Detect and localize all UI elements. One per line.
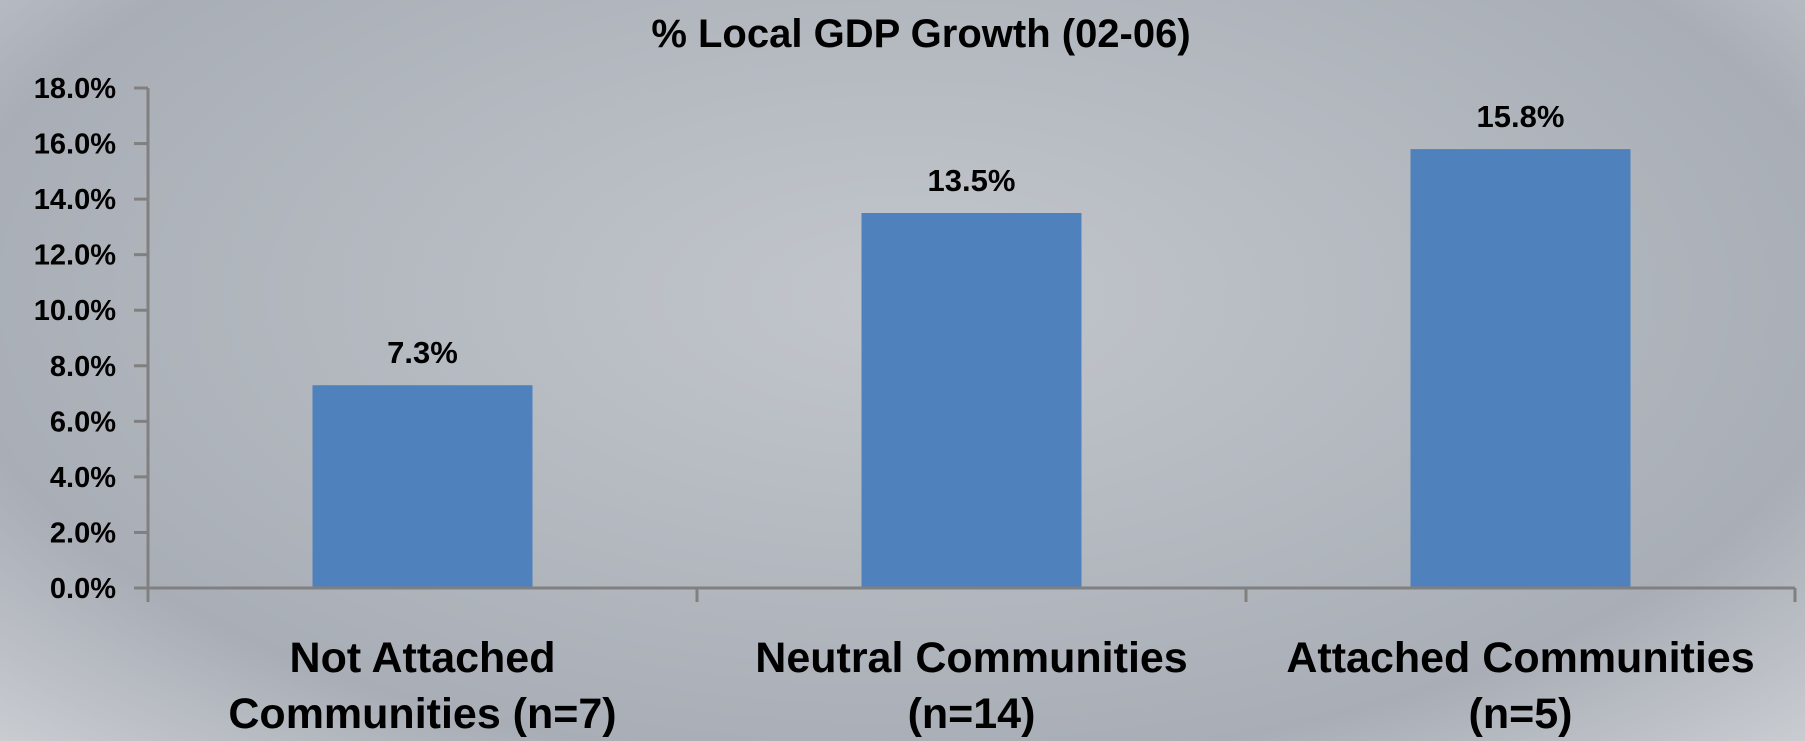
x-category-label-2: Neutral Communities (n=14) [755,634,1187,738]
data-label-3: 15.8% [1477,99,1565,134]
axes-layer: 0.0% 2.0% 4.0% 6.0% 8.0% 10.0% 12.0% 14.0% 16.0%… [34,73,1797,738]
data-label-2: 13.5% [928,163,1016,198]
bar-3 [1410,149,1631,588]
y-tick-label: 0.0% [50,573,116,605]
bars-layer [312,149,1631,588]
bar-1 [312,385,533,588]
y-tick-label: 12.0% [34,240,116,272]
y-tick-label: 18.0% [34,73,116,105]
data-label-1: 7.3% [387,335,458,370]
chart-title: % Local GDP Growth (02-06) [651,12,1190,56]
y-tick-label: 4.0% [50,462,116,494]
bar-2 [861,213,1082,588]
x-category-label-3: Attached Communities (n=5) [1286,634,1754,738]
y-tick-label: 6.0% [50,406,116,438]
y-tick-label: 8.0% [50,351,116,383]
data-labels-layer: 7.3% 13.5% 15.8% [387,99,1564,370]
y-tick-label: 2.0% [50,517,116,549]
y-tick-label: 10.0% [34,295,116,327]
y-tick-label: 14.0% [34,184,116,216]
y-tick-label: 16.0% [34,129,116,161]
x-category-label-1: Not Attached Communities (n=7) [228,634,616,738]
